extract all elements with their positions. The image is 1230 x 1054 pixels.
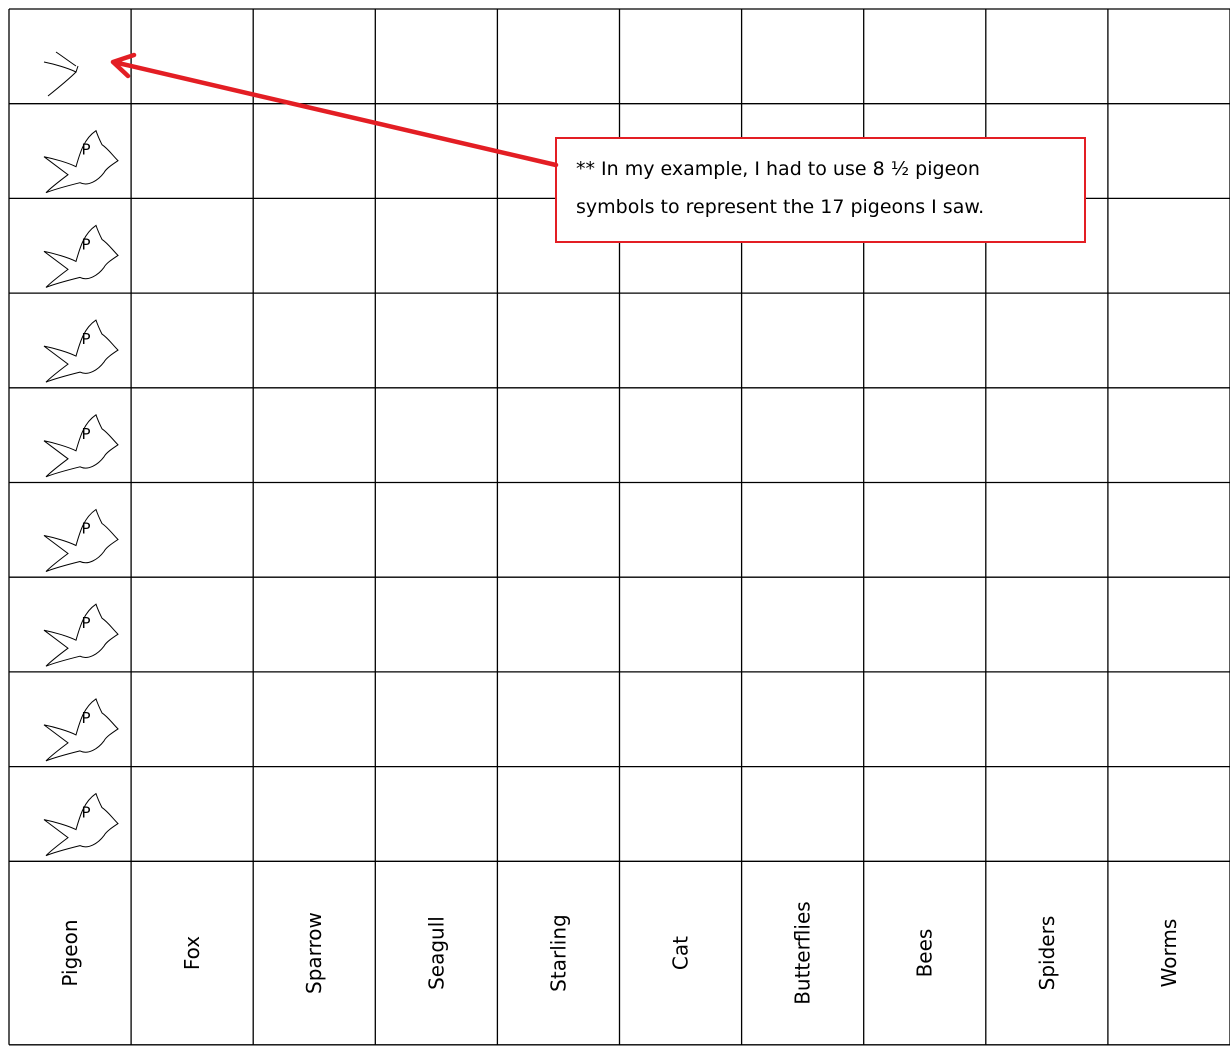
- category-label: Worms: [1157, 919, 1181, 988]
- pigeon-icon: P: [43, 508, 119, 572]
- pigeon-icon: P: [43, 129, 119, 194]
- annotation-line-2: symbols to represent the 17 pigeons I sa…: [576, 196, 985, 218]
- category-label: Fox: [180, 936, 204, 970]
- category-label: Seagull: [424, 916, 448, 990]
- category-label: Starling: [546, 914, 570, 992]
- annotation-line-1: ** In my example, I had to use 8 ½ pigeo…: [576, 158, 980, 180]
- category-label: Cat: [669, 936, 693, 970]
- pigeon-letter: P: [81, 330, 90, 348]
- pigeon-icon: P: [43, 792, 119, 857]
- pigeon-icon: P: [43, 319, 119, 383]
- half-pigeon-icon: [43, 51, 79, 97]
- category-label: Spiders: [1035, 916, 1059, 991]
- category-label: Sparrow: [302, 912, 326, 994]
- pigeon-letter: P: [81, 235, 90, 253]
- pigeon-icon: P: [43, 603, 119, 667]
- pigeon-icon: P: [43, 698, 119, 762]
- pigeon-letter: P: [81, 425, 90, 443]
- annotation-callout: ** In my example, I had to use 8 ½ pigeo…: [555, 137, 1086, 243]
- pigeon-letter: P: [81, 804, 90, 822]
- pigeon-letter: P: [81, 614, 90, 632]
- pigeon-letter: P: [81, 520, 90, 538]
- pigeon-icon: P: [43, 414, 119, 478]
- pigeon-letter: P: [81, 141, 90, 159]
- category-label: Pigeon: [58, 920, 82, 987]
- pigeon-icon: P: [43, 224, 119, 288]
- category-label: Bees: [913, 929, 937, 978]
- category-label: Butterflies: [791, 901, 815, 1005]
- pigeon-letter: P: [81, 709, 90, 727]
